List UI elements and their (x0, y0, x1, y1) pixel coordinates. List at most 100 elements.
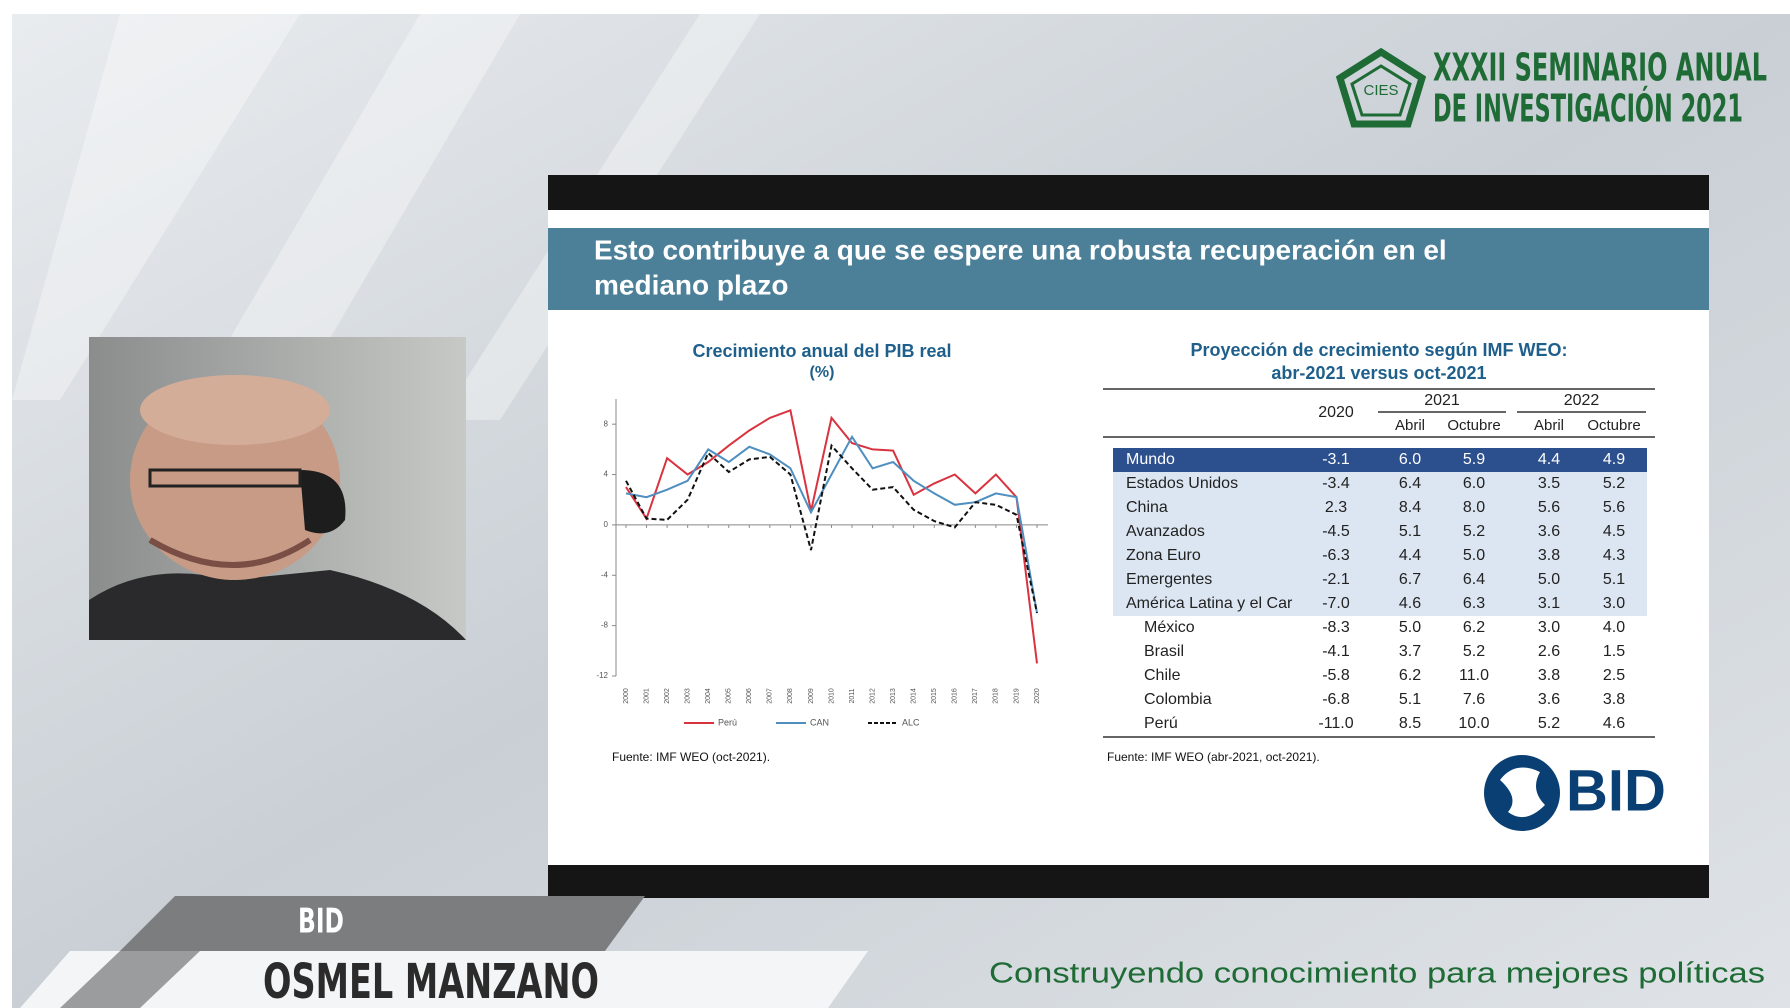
footer-tagline: Construyendo conocimiento para mejores p… (989, 958, 1765, 990)
table-cell: 5.2 (1463, 643, 1485, 660)
table-row-label: Avanzados (1126, 523, 1205, 540)
table-cell: 4.6 (1603, 715, 1625, 732)
table-cell: -3.4 (1322, 475, 1350, 492)
table-cell: 5.1 (1399, 523, 1421, 540)
x-tick-label: 2013 (890, 688, 897, 704)
table-row-label: México (1144, 619, 1195, 636)
table-title: abr-2021 versus oct-2021 (1271, 363, 1486, 383)
table-cell: 6.2 (1463, 619, 1485, 636)
table-cell: -6.8 (1322, 691, 1350, 708)
table-cell: -7.0 (1322, 595, 1350, 612)
table-cell: -8.3 (1322, 619, 1350, 636)
table-cell: 5.0 (1538, 571, 1560, 588)
y-tick-label: -8 (601, 621, 609, 630)
y-tick-label: 0 (604, 520, 609, 529)
table-cell: -6.3 (1322, 547, 1350, 564)
table-cell: 2.5 (1603, 667, 1625, 684)
table-cell: 3.8 (1538, 667, 1560, 684)
table-cell: 4.5 (1603, 523, 1625, 540)
table-cell: 11.0 (1459, 667, 1489, 684)
y-tick-label: 4 (604, 470, 609, 479)
table-cell: 3.7 (1399, 643, 1421, 660)
x-tick-label: 2007 (767, 688, 774, 704)
table-cell: -2.1 (1322, 571, 1350, 588)
legend-label: CAN (810, 717, 829, 727)
table-title: Proyección de crecimiento según IMF WEO: (1190, 340, 1567, 360)
table-cell: 3.8 (1538, 547, 1560, 564)
x-tick-label: 2004 (705, 688, 712, 704)
y-tick-label: 8 (604, 419, 609, 428)
table-row-label: Emergentes (1126, 571, 1212, 588)
table-cell: 6.4 (1463, 571, 1485, 588)
table-cell: -11.0 (1318, 715, 1353, 732)
table-cell: 6.4 (1399, 475, 1421, 492)
table-row-label: Zona Euro (1126, 547, 1201, 564)
speaker-video (89, 337, 466, 640)
table-cell: 6.2 (1399, 667, 1421, 684)
page: CIES XXXII SEMINARIO ANUAL DE INVESTIGAC… (0, 0, 1790, 1008)
table-cell: 3.8 (1603, 691, 1625, 708)
table-cell: 4.9 (1603, 451, 1625, 468)
table-cell: 3.0 (1538, 619, 1560, 636)
table-cell: 2.6 (1538, 643, 1560, 660)
x-tick-label: 2019 (1013, 688, 1020, 704)
x-tick-label: 2018 (993, 688, 1000, 704)
table-cell: 4.0 (1603, 619, 1625, 636)
banner-org-band (120, 896, 645, 951)
table-cell: 4.4 (1399, 547, 1421, 564)
slide-bar-bottom (548, 865, 1709, 898)
table-source: Fuente: IMF WEO (abr-2021, oct-2021). (1107, 750, 1320, 764)
x-tick-label: 2017 (972, 688, 979, 704)
table-cell: 4.6 (1399, 595, 1421, 612)
table-cell: 5.1 (1603, 571, 1625, 588)
table-cell: 1.5 (1603, 643, 1625, 660)
table-cell: 4.3 (1603, 547, 1625, 564)
table-cell: 2.3 (1325, 499, 1347, 516)
table-cell: 8.5 (1399, 715, 1421, 732)
table-cell: 6.7 (1399, 571, 1421, 588)
table-row-label: Brasil (1144, 643, 1184, 660)
chart-source: Fuente: IMF WEO (oct-2021). (612, 750, 770, 764)
x-tick-label: 2003 (684, 688, 691, 704)
chart-subtitle: (%) (810, 364, 835, 381)
x-tick-label: 2010 (828, 688, 835, 704)
event-title: XXXII SEMINARIO ANUAL (1433, 46, 1767, 90)
table-subheader: Octubre (1587, 417, 1640, 434)
slide-bar-top (548, 175, 1709, 210)
table-cell: 8.4 (1399, 499, 1421, 516)
x-tick-label: 2002 (664, 688, 671, 704)
table-cell: 7.6 (1463, 691, 1485, 708)
x-tick-label: 2012 (869, 688, 876, 704)
x-tick-label: 2020 (1034, 688, 1041, 704)
table-cell: 3.6 (1538, 691, 1560, 708)
slide-title: Esto contribuye a que se espere una robu… (594, 234, 1447, 265)
screen: CIES XXXII SEMINARIO ANUAL DE INVESTIGAC… (0, 0, 1790, 1008)
x-tick-label: 2001 (643, 688, 650, 704)
table-cell: 5.2 (1463, 523, 1485, 540)
table-cell: 10.0 (1458, 715, 1489, 732)
table-group-header: 2022 (1564, 392, 1600, 409)
table-cell: -4.1 (1322, 643, 1350, 660)
chart-title: Crecimiento anual del PIB real (692, 341, 951, 361)
legend-label: ALC (902, 717, 920, 727)
logo-text: CIES (1363, 82, 1398, 99)
x-tick-label: 2009 (808, 688, 815, 704)
table-cell: -5.8 (1322, 667, 1350, 684)
table-header: 2020 (1318, 404, 1354, 421)
table-row-band (1113, 496, 1647, 520)
legend-label: Perú (718, 717, 737, 727)
table-row-label: Perú (1144, 715, 1178, 732)
table-cell: -4.5 (1322, 523, 1350, 540)
event-title: DE INVESTIGACIÓN 2021 (1433, 87, 1743, 131)
x-tick-label: 2008 (787, 688, 794, 704)
table-cell: 3.1 (1538, 595, 1560, 612)
table-row-label: Estados Unidos (1126, 475, 1238, 492)
slide-title: mediano plazo (594, 269, 788, 300)
x-tick-label: 2015 (931, 688, 938, 704)
bid-logo: BID (1484, 755, 1666, 831)
table-cell: 6.0 (1463, 475, 1485, 492)
table-row-label: América Latina y el Car (1126, 595, 1293, 612)
table-cell: 3.5 (1538, 475, 1560, 492)
table-subheader: Abril (1395, 417, 1425, 434)
y-tick-label: -4 (601, 570, 609, 579)
